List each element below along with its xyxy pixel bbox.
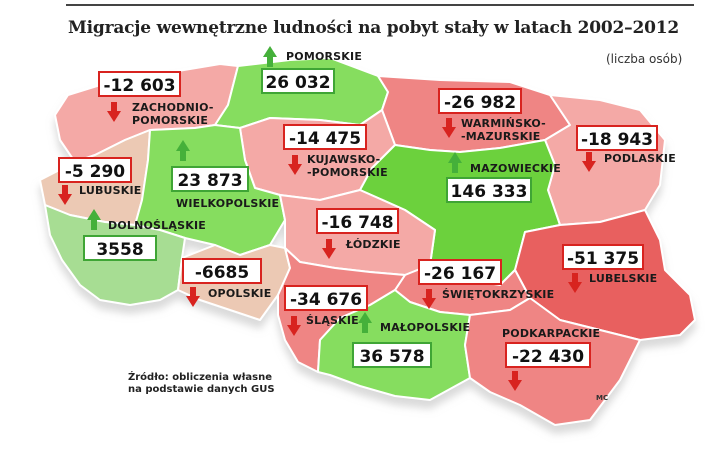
- arrow-down-icon: [288, 155, 302, 175]
- arrow-down-icon: [422, 289, 436, 309]
- region-label-lodzkie: ŁÓDZKIE: [346, 238, 401, 251]
- value-box-malopolskie: 36 578: [352, 342, 432, 368]
- region-label-pomorskie: POMORSKIE: [286, 50, 363, 63]
- author-credit: MC: [596, 394, 609, 402]
- arrow-down-icon: [287, 316, 301, 336]
- arrow-down-icon: [186, 287, 200, 307]
- region-label-opolskie: OPOLSKIE: [208, 287, 272, 300]
- arrow-up-icon: [87, 209, 101, 230]
- unit-note: (liczba osób): [606, 52, 683, 66]
- value-box-lubelskie: -51 375: [562, 244, 644, 270]
- region-label-lubuskie: LUBUSKIE: [79, 184, 142, 197]
- value-box-mazowieckie: 146 333: [446, 177, 532, 203]
- source-note: Źródło: obliczenia własne na podstawie d…: [128, 372, 275, 395]
- region-label-warminsko-mazurskie: WARMIŃSKO- -MAZURSKIE: [461, 117, 546, 143]
- region-label-lubelskie: LUBELSKIE: [589, 272, 658, 285]
- region-label-zachodniopomorskie: ZACHODNIO- POMORSKIE: [132, 101, 214, 127]
- value-box-lubuskie: -5 290: [58, 157, 132, 183]
- arrow-up-icon: [176, 140, 190, 161]
- map-title: Migracje wewnętrzne ludności na pobyt st…: [68, 18, 679, 38]
- value-box-opolskie: -6685: [182, 258, 262, 284]
- region-label-malopolskie: MAŁOPOLSKIE: [380, 321, 471, 334]
- arrow-down-icon: [58, 185, 72, 205]
- arrow-down-icon: [107, 102, 121, 122]
- value-box-zachodniopomorskie: -12 603: [98, 71, 181, 97]
- arrow-up-icon: [358, 312, 372, 333]
- value-box-lodzkie: -16 748: [316, 208, 399, 234]
- region-label-dolnoslaskie: DOLNOŚLĄSKIE: [108, 219, 206, 232]
- region-label-mazowieckie: MAZOWIECKIE: [470, 162, 561, 175]
- value-box-swietokrzyskie: -26 167: [418, 259, 502, 285]
- top-rule: [66, 4, 694, 6]
- value-box-warminsko-mazurskie: -26 982: [438, 88, 522, 114]
- value-box-podkarpackie: -22 430: [505, 342, 591, 368]
- value-box-podlaskie: -18 943: [576, 125, 658, 151]
- arrow-up-icon: [263, 46, 277, 67]
- arrow-down-icon: [582, 152, 596, 172]
- value-box-wielkopolskie: 23 873: [171, 166, 249, 192]
- value-box-kujawsko-pomorskie: -14 475: [283, 124, 367, 150]
- arrow-down-icon: [508, 371, 522, 391]
- region-label-slaskie: ŚLĄSKIE: [306, 314, 359, 327]
- arrow-down-icon: [568, 273, 582, 293]
- arrow-down-icon: [322, 239, 336, 259]
- arrow-down-icon: [442, 118, 456, 138]
- region-label-swietokrzyskie: ŚWIĘTOKRZYSKIE: [442, 288, 555, 301]
- value-box-slaskie: -34 676: [284, 285, 368, 311]
- region-label-kujawsko-pomorskie: KUJAWSKO- -POMORSKIE: [307, 153, 388, 179]
- region-label-podlaskie: PODLASKIE: [604, 152, 676, 165]
- value-box-pomorskie: 26 032: [261, 68, 335, 94]
- region-label-wielkopolskie: WIELKOPOLSKIE: [176, 197, 280, 210]
- value-box-dolnoslaskie: 3558: [83, 235, 157, 261]
- arrow-up-icon: [448, 152, 462, 173]
- region-label-podkarpackie: PODKARPACKIE: [502, 327, 601, 340]
